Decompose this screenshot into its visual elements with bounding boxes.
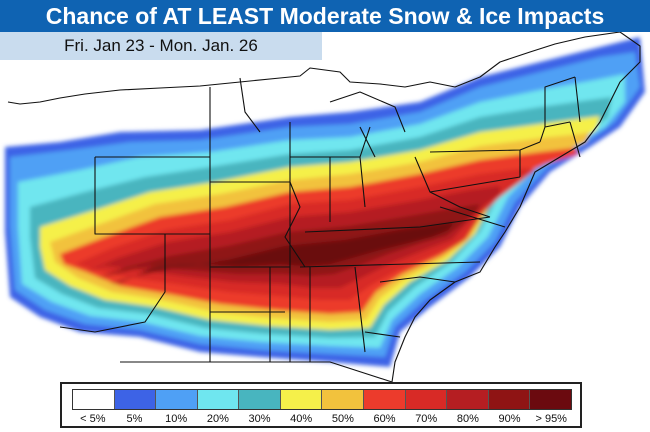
legend-swatch [405, 390, 448, 409]
legend-label: 20% [206, 413, 229, 425]
legend-label: 10% [165, 413, 188, 425]
probability-band [98, 204, 480, 278]
legend-swatch [73, 390, 115, 409]
legend-swatch [447, 390, 489, 409]
legend-swatch [364, 390, 406, 409]
legend-label: > 95% [535, 413, 567, 425]
legend-label: 60% [373, 413, 396, 425]
legend-label: 40% [290, 413, 313, 425]
legend-swatch [530, 390, 571, 409]
legend-swatch [114, 390, 157, 409]
legend-swatch [239, 390, 281, 409]
probability-bands [5, 37, 645, 367]
legend-swatch [280, 390, 323, 409]
probability-map [5, 32, 645, 383]
legend-swatch [197, 390, 240, 409]
legend-label: 80% [456, 413, 479, 425]
legend: < 5% 5% 10% 20% 30% 40% 50% 60% 70% 80% 90% > 95% [60, 382, 582, 428]
legend-swatch [322, 390, 365, 409]
state-borders [7, 32, 641, 383]
legend-swatch [156, 390, 198, 409]
legend-swatch [488, 390, 531, 409]
legend-label: 90% [498, 413, 521, 425]
probability-band [110, 222, 455, 284]
legend-label: 70% [415, 413, 438, 425]
map-title: Chance of AT LEAST Moderate Snow & Ice I… [0, 0, 650, 32]
legend-label: 50% [331, 413, 354, 425]
legend-swatches [72, 389, 572, 410]
date-range-label: Fri. Jan 23 - Mon. Jan. 26 [0, 32, 322, 60]
legend-label: 5% [126, 413, 143, 425]
legend-label: 30% [248, 413, 271, 425]
legend-label: < 5% [80, 413, 106, 425]
legend-labels: < 5% 5% 10% 20% 30% 40% 50% 60% 70% 80% 90% > 95% [72, 411, 572, 427]
